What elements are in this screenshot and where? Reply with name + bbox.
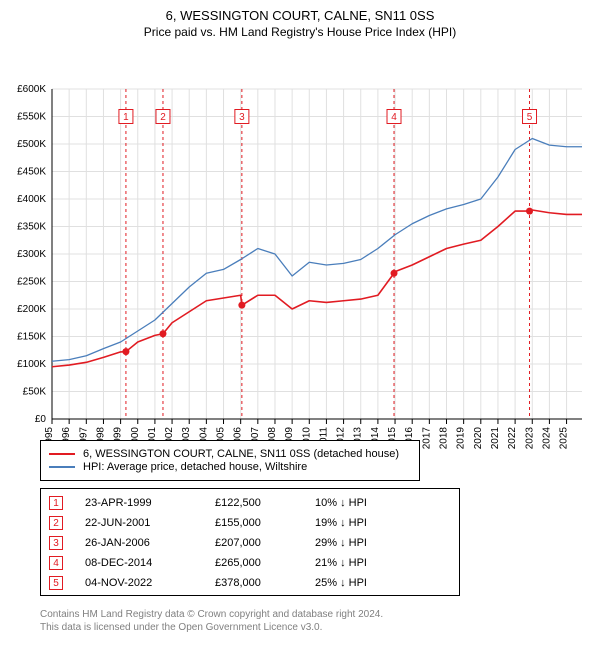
sale-row-date: 22-JUN-2001 <box>63 517 215 529</box>
svg-text:2020: 2020 <box>473 427 484 450</box>
sale-row-marker: 3 <box>49 536 63 550</box>
svg-text:2018: 2018 <box>438 427 449 450</box>
sale-row-delta: 21% ↓ HPI <box>315 557 367 569</box>
footer-attribution: Contains HM Land Registry data © Crown c… <box>40 608 383 634</box>
svg-text:4: 4 <box>391 112 397 123</box>
svg-text:2021: 2021 <box>490 427 501 450</box>
legend-item: 6, WESSINGTON COURT, CALNE, SN11 0SS (de… <box>49 448 411 460</box>
sale-row-price: £265,000 <box>215 557 315 569</box>
sale-row-date: 04-NOV-2022 <box>63 577 215 589</box>
svg-text:£400K: £400K <box>17 194 46 205</box>
svg-text:2023: 2023 <box>524 427 535 450</box>
sale-row-price: £122,500 <box>215 497 315 509</box>
sale-row: 123-APR-1999£122,50010% ↓ HPI <box>49 493 451 513</box>
sale-row-delta: 19% ↓ HPI <box>315 517 367 529</box>
svg-text:2017: 2017 <box>421 427 432 450</box>
legend: 6, WESSINGTON COURT, CALNE, SN11 0SS (de… <box>40 440 420 481</box>
svg-text:£300K: £300K <box>17 249 46 260</box>
svg-text:2019: 2019 <box>456 427 467 450</box>
sale-events-table: 123-APR-1999£122,50010% ↓ HPI222-JUN-200… <box>40 488 460 596</box>
sale-row-marker: 1 <box>49 496 63 510</box>
sale-row: 504-NOV-2022£378,00025% ↓ HPI <box>49 573 451 593</box>
sale-row-price: £155,000 <box>215 517 315 529</box>
sale-row-price: £378,000 <box>215 577 315 589</box>
svg-text:£100K: £100K <box>17 359 46 370</box>
svg-text:2025: 2025 <box>559 427 570 450</box>
sale-row: 326-JAN-2006£207,00029% ↓ HPI <box>49 533 451 553</box>
sale-row-date: 08-DEC-2014 <box>63 557 215 569</box>
sale-row-date: 26-JAN-2006 <box>63 537 215 549</box>
sale-row-delta: 29% ↓ HPI <box>315 537 367 549</box>
svg-text:£150K: £150K <box>17 332 46 343</box>
legend-label: HPI: Average price, detached house, Wilt… <box>83 461 307 473</box>
svg-text:£500K: £500K <box>17 139 46 150</box>
price-chart: £0 £50K £100K £150K £200K £250K £300K £350K £400… <box>0 39 600 475</box>
svg-text:£600K: £600K <box>17 84 46 95</box>
sale-row-marker: 4 <box>49 556 63 570</box>
svg-text:£450K: £450K <box>17 167 46 178</box>
svg-text:£250K: £250K <box>17 277 46 288</box>
svg-text:3: 3 <box>239 112 245 123</box>
sale-row-marker: 5 <box>49 576 63 590</box>
legend-label: 6, WESSINGTON COURT, CALNE, SN11 0SS (de… <box>83 448 399 460</box>
svg-text:£0: £0 <box>35 414 47 425</box>
sale-row: 222-JUN-2001£155,00019% ↓ HPI <box>49 513 451 533</box>
svg-text:£50K: £50K <box>23 387 47 398</box>
svg-text:2024: 2024 <box>541 427 552 450</box>
svg-text:£350K: £350K <box>17 222 46 233</box>
sale-row: 408-DEC-2014£265,00021% ↓ HPI <box>49 553 451 573</box>
svg-text:2022: 2022 <box>507 427 518 450</box>
sale-row-delta: 25% ↓ HPI <box>315 577 367 589</box>
sale-row-delta: 10% ↓ HPI <box>315 497 367 509</box>
svg-text:1: 1 <box>123 112 129 123</box>
footer-line-1: Contains HM Land Registry data © Crown c… <box>40 608 383 621</box>
svg-text:5: 5 <box>527 112 533 123</box>
svg-text:2: 2 <box>160 112 166 123</box>
chart-title-2: Price paid vs. HM Land Registry's House … <box>0 25 600 39</box>
sale-row-marker: 2 <box>49 516 63 530</box>
chart-title-1: 6, WESSINGTON COURT, CALNE, SN11 0SS <box>0 8 600 23</box>
svg-text:£200K: £200K <box>17 304 46 315</box>
legend-swatch <box>49 466 75 468</box>
legend-item: HPI: Average price, detached house, Wilt… <box>49 461 411 473</box>
legend-swatch <box>49 453 75 455</box>
footer-line-2: This data is licensed under the Open Gov… <box>40 621 383 634</box>
sale-row-date: 23-APR-1999 <box>63 497 215 509</box>
sale-row-price: £207,000 <box>215 537 315 549</box>
svg-text:£550K: £550K <box>17 112 46 123</box>
